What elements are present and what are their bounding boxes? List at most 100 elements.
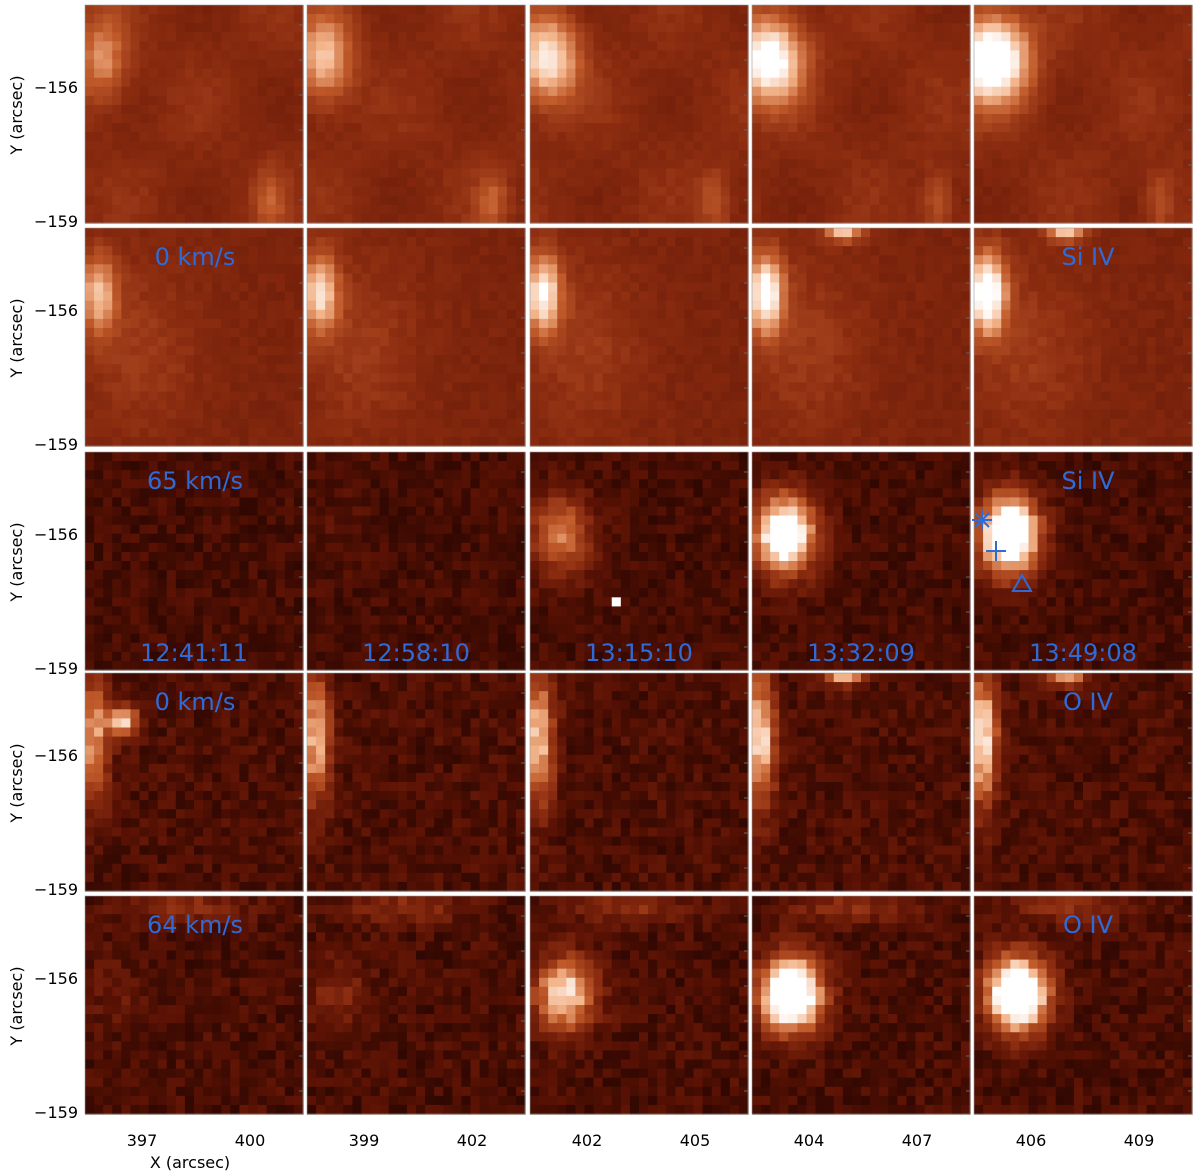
image-pixel — [657, 204, 667, 215]
image-pixel — [85, 150, 95, 161]
image-pixel — [452, 373, 463, 384]
image-pixel — [779, 327, 789, 338]
image-pixel — [861, 282, 871, 293]
image-pixel — [648, 32, 658, 42]
image-pixel — [915, 177, 926, 188]
image-pixel — [307, 436, 317, 447]
image-pixel — [230, 346, 241, 356]
image-pixel — [720, 400, 731, 411]
image-pixel — [212, 150, 222, 161]
image-pixel — [788, 168, 799, 179]
image-pixel — [406, 291, 417, 302]
image-pixel — [861, 213, 871, 224]
image-pixel — [416, 282, 426, 293]
image-pixel — [103, 364, 113, 374]
image-pixel — [221, 68, 231, 79]
image-pixel — [230, 5, 241, 15]
image-pixel — [103, 327, 113, 338]
image-pixel — [461, 168, 472, 179]
image-pixel — [148, 195, 159, 206]
image-pixel — [611, 228, 622, 238]
image-pixel — [833, 273, 844, 284]
image-pixel — [443, 104, 453, 115]
image-pixel — [488, 204, 499, 215]
image-pixel — [406, 273, 417, 284]
image-pixel — [620, 282, 631, 293]
image-pixel — [584, 418, 595, 429]
image-pixel — [752, 68, 762, 79]
image-pixel — [212, 14, 222, 24]
image-pixel — [515, 168, 526, 179]
image-pixel — [443, 86, 453, 97]
image-pixel — [833, 14, 844, 24]
image-pixel — [770, 237, 780, 247]
image-pixel — [275, 204, 286, 215]
image-pixel — [738, 150, 749, 161]
image-pixel — [221, 300, 231, 311]
image-pixel — [266, 123, 277, 133]
image-pixel — [139, 95, 150, 106]
image-pixel — [548, 246, 558, 256]
image-pixel — [203, 300, 213, 311]
image-pixel — [974, 104, 984, 115]
image-pixel — [1137, 168, 1148, 179]
image-pixel — [761, 213, 771, 224]
image-pixel — [397, 373, 408, 384]
image-pixel — [539, 228, 549, 238]
image-pixel — [361, 186, 372, 197]
image-pixel — [566, 327, 577, 338]
image-pixel — [1046, 195, 1057, 206]
image-pixel — [611, 195, 622, 206]
image-pixel — [842, 291, 853, 302]
image-pixel — [620, 327, 631, 338]
image-pixel — [611, 213, 622, 224]
image-pixel — [602, 309, 613, 320]
image-pixel — [139, 309, 150, 320]
image-pixel — [1019, 77, 1030, 88]
image-pixel — [121, 282, 132, 293]
image-pixel — [121, 50, 132, 61]
image-pixel — [942, 104, 953, 115]
image-pixel — [1110, 95, 1120, 106]
image-pixel — [584, 59, 595, 70]
image-pixel — [992, 123, 1002, 133]
image-pixel — [497, 282, 508, 293]
image-pixel — [85, 255, 95, 265]
image-pixel — [693, 159, 704, 170]
image-pixel — [933, 68, 944, 79]
image-pixel — [166, 255, 177, 265]
image-pixel — [203, 150, 213, 161]
image-pixel — [666, 382, 676, 393]
image-pixel — [779, 318, 789, 329]
image-pixel — [951, 204, 962, 215]
image-pixel — [657, 282, 667, 293]
image-pixel — [648, 364, 658, 374]
image-pixel — [194, 114, 204, 124]
image-pixel — [575, 41, 586, 52]
image-pixel — [530, 5, 540, 15]
image-pixel — [352, 346, 363, 356]
image-pixel — [629, 391, 640, 402]
image-pixel — [343, 213, 354, 224]
image-pixel — [139, 50, 150, 61]
image-pixel — [833, 50, 844, 61]
image-pixel — [203, 391, 213, 402]
image-pixel — [148, 436, 159, 447]
image-pixel — [1128, 23, 1139, 33]
image-pixel — [620, 364, 631, 374]
image-pixel — [915, 104, 926, 115]
image-pixel — [370, 355, 381, 365]
image-pixel — [325, 228, 335, 238]
image-pixel — [797, 23, 808, 33]
image-pixel — [488, 327, 499, 338]
image-pixel — [148, 177, 159, 188]
image-pixel — [479, 86, 490, 97]
image-pixel — [770, 309, 780, 320]
image-pixel — [1155, 95, 1166, 106]
image-pixel — [1119, 114, 1130, 124]
image-pixel — [779, 273, 789, 284]
image-pixel — [888, 309, 898, 320]
image-pixel — [416, 382, 426, 393]
image-pixel — [248, 204, 259, 215]
image-pixel — [221, 177, 231, 188]
